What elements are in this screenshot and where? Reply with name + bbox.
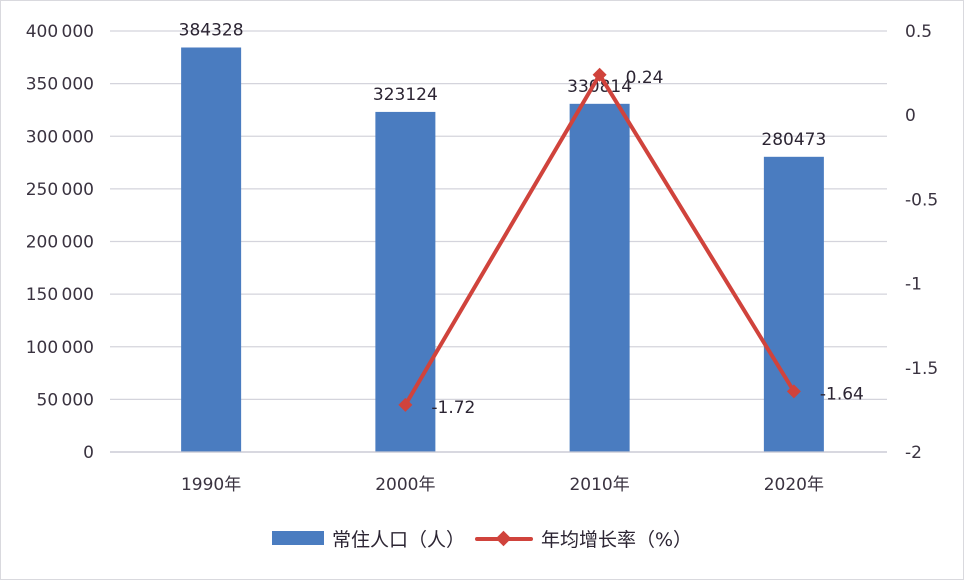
x-tick-label: 2010年 bbox=[569, 475, 629, 495]
population-data-labels: 384328 323124 330814 280473 bbox=[179, 20, 827, 149]
bar[interactable] bbox=[181, 47, 242, 452]
x-tick-label: 1990年 bbox=[181, 475, 241, 495]
left-tick-label: 150 000 bbox=[26, 285, 94, 305]
bar[interactable] bbox=[375, 111, 436, 452]
left-tick-label: 250 000 bbox=[26, 180, 94, 200]
x-axis: 1990年 2000年 2010年 2020年 bbox=[110, 451, 887, 495]
left-tick-label: 200 000 bbox=[26, 233, 94, 253]
left-tick-label: 50 000 bbox=[37, 390, 94, 410]
growth-rate-data-labels: -1.72 0.24 -1.64 bbox=[431, 68, 864, 418]
right-tick-label: -2 bbox=[905, 443, 922, 463]
bar-value-label: 384328 bbox=[179, 20, 244, 40]
bar-swatch-icon bbox=[271, 531, 324, 545]
line-value-label: 0.24 bbox=[626, 68, 664, 88]
population-bars bbox=[181, 47, 824, 452]
line-value-label: -1.64 bbox=[820, 384, 864, 404]
right-tick-label: -1.5 bbox=[905, 359, 938, 379]
diamond-marker-icon[interactable] bbox=[592, 67, 607, 82]
left-tick-label: 0 bbox=[83, 443, 94, 463]
left-y-axis: 400 000 350 000 300 000 250 000 200 000 150 0… bbox=[26, 22, 94, 463]
x-tick-label: 2000年 bbox=[375, 475, 435, 495]
bar[interactable] bbox=[569, 103, 630, 452]
bar[interactable] bbox=[763, 156, 824, 452]
line-diamond-marker-icon bbox=[474, 531, 533, 545]
right-tick-label: 0 bbox=[905, 106, 916, 126]
left-tick-label: 300 000 bbox=[26, 127, 94, 147]
right-y-axis: 0.5 0 -0.5 -1 -1.5 -2 bbox=[905, 22, 938, 463]
right-tick-label: 0.5 bbox=[905, 22, 932, 42]
right-tick-label: -0.5 bbox=[905, 190, 938, 210]
left-tick-label: 100 000 bbox=[26, 338, 94, 358]
diamond-marker-icon[interactable] bbox=[786, 384, 801, 399]
x-tick-label: 2020年 bbox=[764, 475, 824, 495]
legend-item-population[interactable]: 常住人口（人） bbox=[271, 525, 465, 552]
legend-item-growth-rate[interactable]: 年均增长率（%） bbox=[474, 525, 693, 552]
line-value-label: -1.72 bbox=[431, 398, 475, 418]
legend: 常住人口（人） 年均增长率（%） bbox=[0, 520, 964, 556]
legend-label-population: 常住人口（人） bbox=[331, 528, 465, 551]
left-tick-label: 350 000 bbox=[26, 75, 94, 95]
left-tick-label: 400 000 bbox=[26, 22, 94, 42]
bar-value-label: 280473 bbox=[761, 130, 826, 150]
bar-value-label: 323124 bbox=[373, 85, 438, 105]
right-tick-label: -1 bbox=[905, 275, 922, 295]
growth-rate-line bbox=[398, 67, 801, 412]
diamond-marker-icon[interactable] bbox=[398, 397, 413, 412]
bar-value-label: 330814 bbox=[567, 77, 632, 97]
legend-label-growth-rate: 年均增长率（%） bbox=[540, 528, 693, 551]
